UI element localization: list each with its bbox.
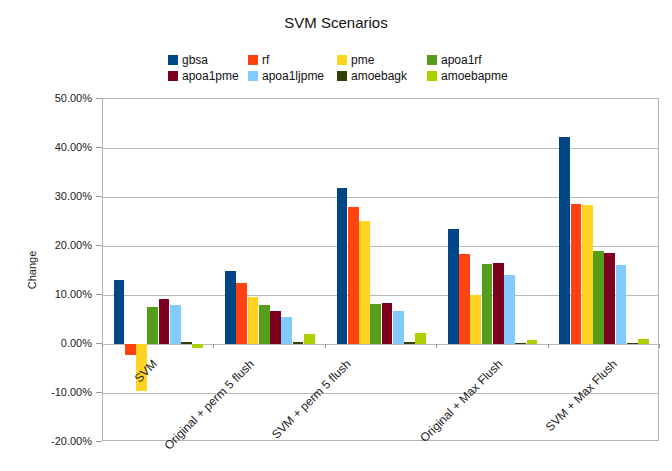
bar-amoebagk-group5 — [627, 343, 638, 344]
bar-rf-group4 — [459, 254, 470, 344]
y-tick-label: -10.00% — [32, 386, 92, 399]
bar-apoa1rf-group3 — [370, 304, 381, 344]
bar-rf-group2 — [236, 283, 247, 344]
legend-item-apoa1ljpme: apoa1ljpme — [248, 68, 337, 84]
bar-apoa1ljpme-group4 — [504, 275, 515, 344]
x-axis-tick — [102, 344, 103, 348]
bar-chart: SVM Scenarios gbsa rf pme apoa1rf apoa1pme ap… — [0, 0, 672, 471]
y-tick-label: -20.00% — [32, 435, 92, 448]
y-axis-tick — [96, 196, 102, 197]
bar-rf-group1 — [125, 344, 136, 355]
legend-label: amoebagk — [351, 69, 407, 83]
legend-label: apoa1rf — [441, 53, 482, 67]
bar-pme-group3 — [359, 221, 370, 344]
legend-label: apoa1pme — [182, 69, 239, 83]
bar-rf-group5 — [571, 204, 582, 344]
legend-item-amoebapme: amoebapme — [427, 68, 537, 84]
legend-item-apoa1pme: apoa1pme — [168, 68, 248, 84]
y-axis-tick — [96, 441, 102, 442]
legend: gbsa rf pme apoa1rf apoa1pme apoa1ljpme amoeba… — [168, 52, 537, 84]
bar-apoa1ljpme-group3 — [393, 311, 404, 344]
y-axis-tick — [96, 98, 102, 99]
y-tick-label: 20.00% — [32, 239, 92, 252]
y-tick-label: 40.00% — [32, 141, 92, 154]
legend-label: apoa1ljpme — [262, 69, 324, 83]
legend-label: gbsa — [182, 53, 208, 67]
bar-apoa1pme-group5 — [604, 253, 615, 344]
legend-label: rf — [262, 53, 269, 67]
bar-pme-group2 — [248, 297, 259, 344]
bar-pme-group4 — [470, 295, 481, 344]
bar-apoa1ljpme-group1 — [170, 305, 181, 344]
bar-pme-group5 — [582, 205, 593, 344]
legend-swatch-icon — [168, 71, 178, 81]
bar-apoa1rf-group2 — [259, 305, 270, 344]
bar-apoa1ljpme-group2 — [281, 317, 292, 344]
bar-apoa1pme-group1 — [159, 299, 170, 344]
legend-swatch-icon — [427, 55, 437, 65]
legend-swatch-icon — [248, 71, 258, 81]
bar-apoa1ljpme-group5 — [616, 265, 627, 344]
legend-swatch-icon — [337, 71, 347, 81]
x-axis-tick — [213, 344, 214, 348]
bar-apoa1pme-group2 — [270, 311, 281, 344]
x-axis-tick — [659, 344, 660, 348]
bar-amoebagk-group2 — [293, 342, 304, 344]
x-axis-tick — [436, 344, 437, 348]
y-axis-tick — [96, 147, 102, 148]
legend-item-gbsa: gbsa — [168, 52, 248, 68]
bar-amoebapme-group3 — [415, 333, 426, 344]
bar-rf-group3 — [348, 207, 359, 344]
legend-item-pme: pme — [337, 52, 427, 68]
legend-swatch-icon — [427, 71, 437, 81]
bar-gbsa-group2 — [225, 271, 236, 345]
bar-gbsa-group4 — [448, 229, 459, 344]
x-axis-tick — [325, 344, 326, 348]
y-axis-tick — [96, 245, 102, 246]
legend-swatch-icon — [337, 55, 347, 65]
bar-gbsa-group5 — [559, 137, 570, 344]
legend-swatch-icon — [168, 55, 178, 65]
bar-apoa1pme-group3 — [382, 303, 393, 344]
y-axis-tick — [96, 294, 102, 295]
bar-gbsa-group1 — [114, 280, 125, 344]
y-axis-tick — [96, 392, 102, 393]
bar-apoa1pme-group4 — [493, 263, 504, 344]
y-tick-label: 50.00% — [32, 92, 92, 105]
bar-amoebagk-group3 — [404, 342, 415, 344]
bar-apoa1rf-group5 — [593, 251, 604, 344]
bar-amoebapme-group4 — [527, 340, 538, 344]
gridline — [103, 197, 658, 198]
legend-label: amoebapme — [441, 69, 508, 83]
legend-label: pme — [351, 53, 374, 67]
bar-amoebapme-group5 — [638, 339, 649, 344]
bar-gbsa-group3 — [337, 188, 348, 344]
y-tick-label: 30.00% — [32, 190, 92, 203]
bar-amoebapme-group2 — [304, 334, 315, 344]
legend-item-rf: rf — [248, 52, 337, 68]
y-tick-label: 10.00% — [32, 288, 92, 301]
bar-amoebapme-group1 — [192, 344, 203, 348]
legend-item-apoa1rf: apoa1rf — [427, 52, 537, 68]
bar-apoa1rf-group1 — [147, 307, 158, 344]
plot-area — [102, 98, 659, 441]
x-axis-tick — [548, 344, 549, 348]
legend-swatch-icon — [248, 55, 258, 65]
bar-amoebagk-group4 — [515, 343, 526, 344]
legend-item-amoebagk: amoebagk — [337, 68, 427, 84]
bar-apoa1rf-group4 — [482, 264, 493, 344]
chart-title: SVM Scenarios — [0, 14, 672, 31]
bar-amoebagk-group1 — [181, 342, 192, 344]
gridline — [103, 148, 658, 149]
y-axis-title: Change — [26, 220, 38, 320]
y-tick-label: 0.00% — [32, 337, 92, 350]
